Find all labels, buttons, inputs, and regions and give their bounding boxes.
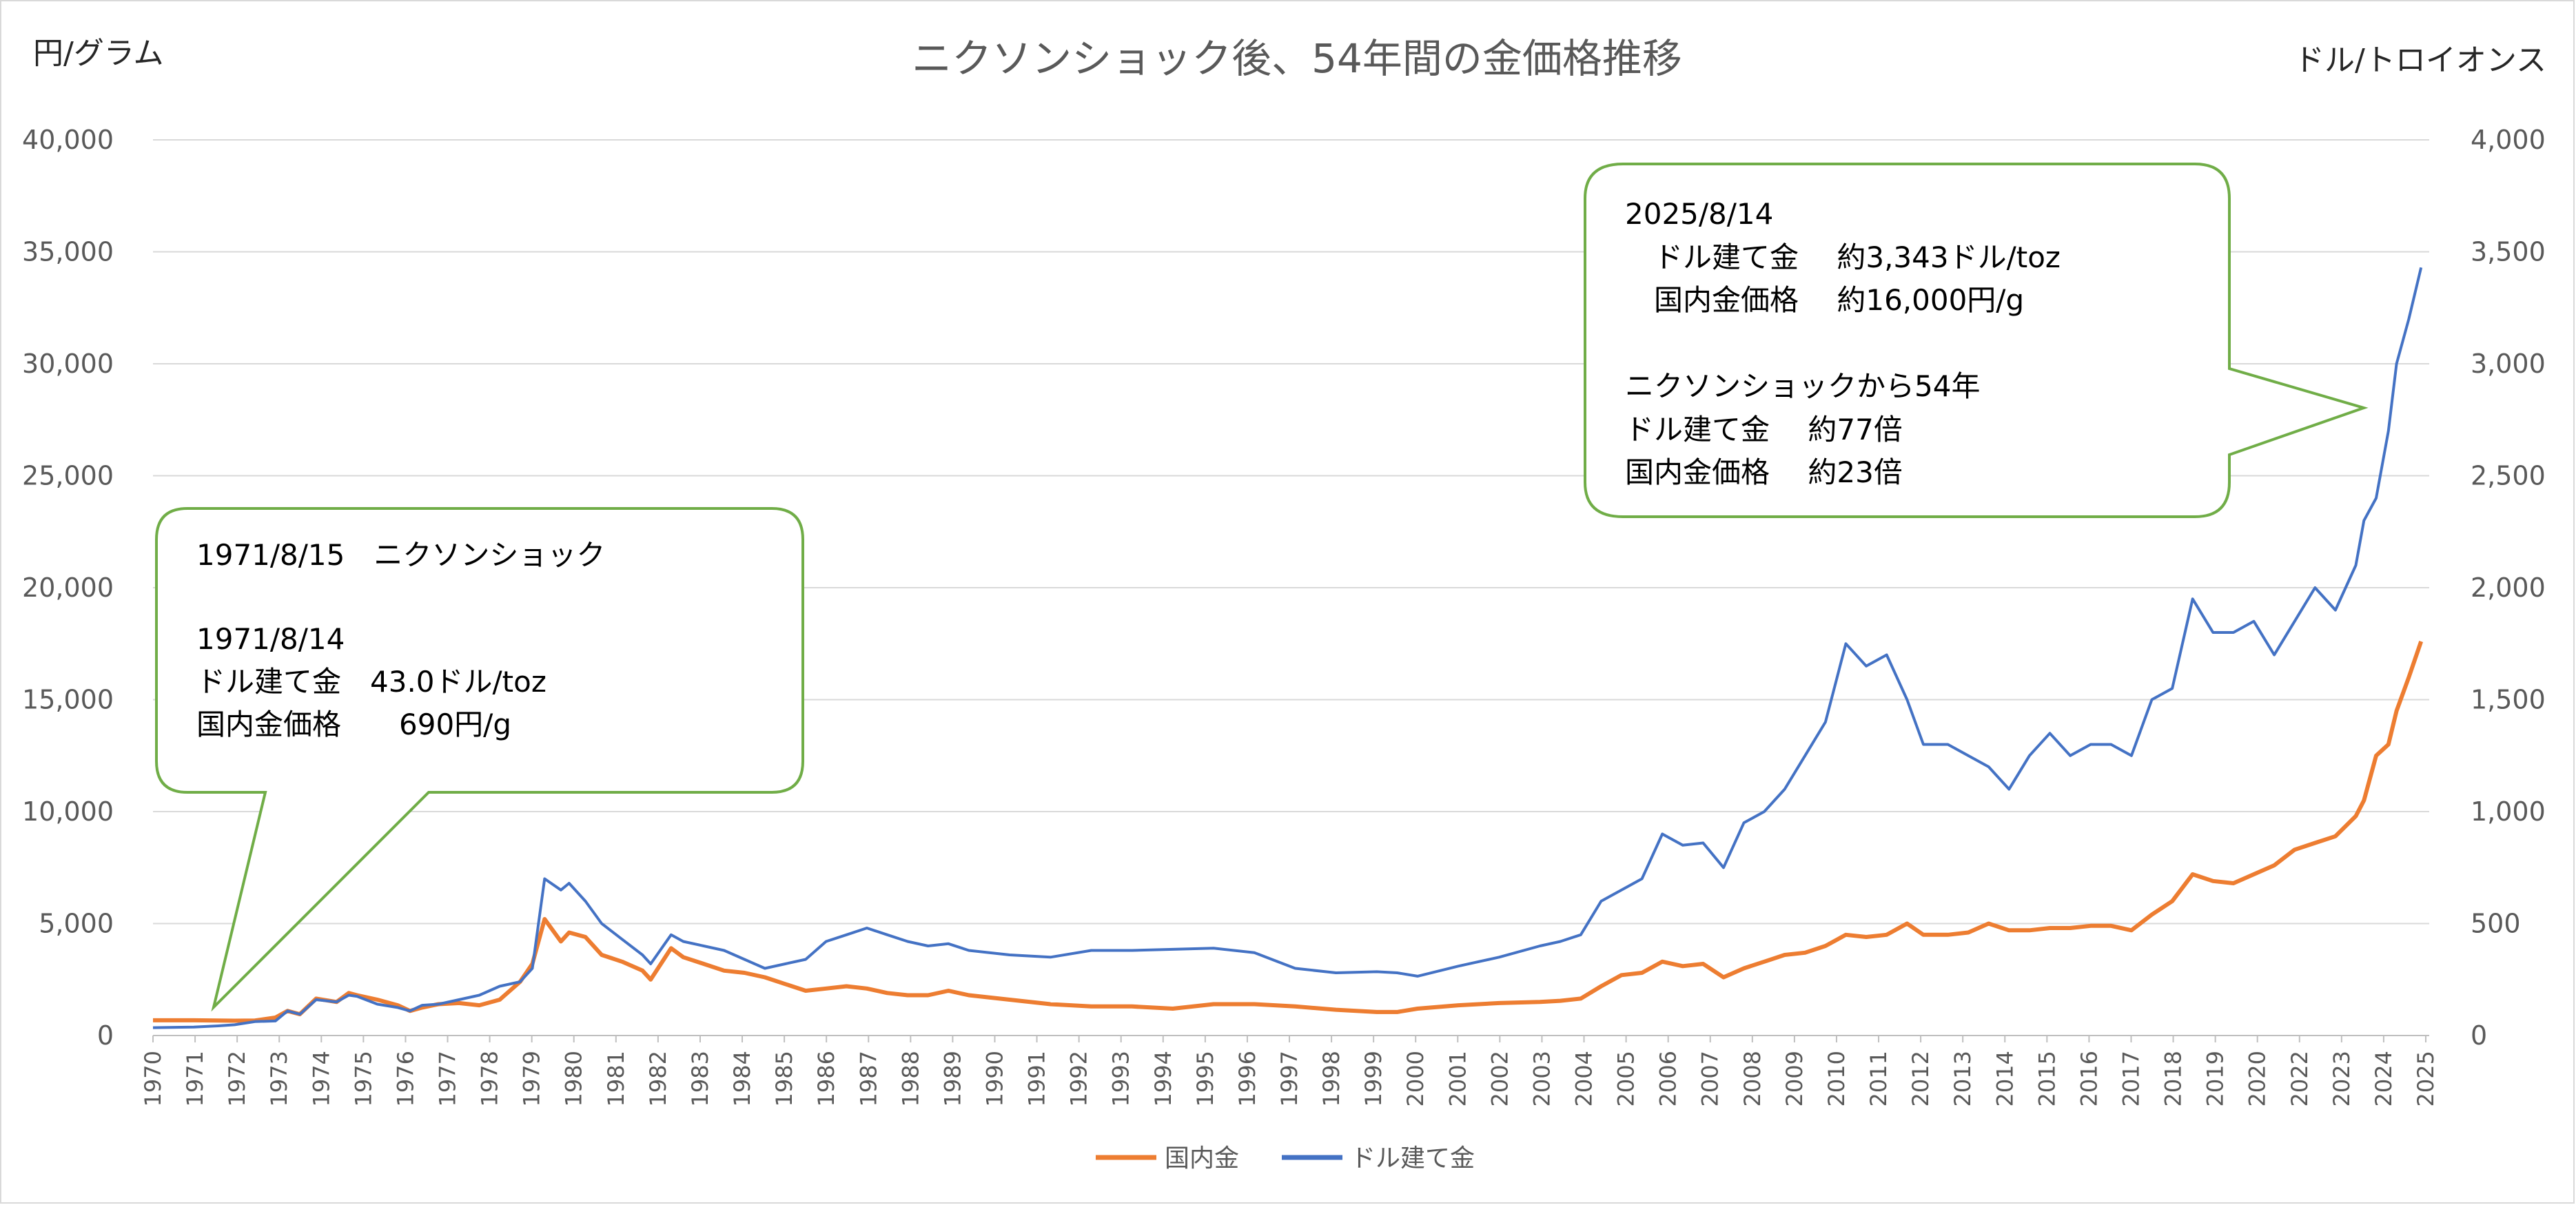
- x-tick-label: 1991: [1024, 1051, 1050, 1106]
- x-tick-label: 1981: [603, 1051, 629, 1106]
- x-tick-label: 1985: [771, 1051, 797, 1106]
- left-axis-unit-label: 円/グラム: [33, 36, 164, 71]
- x-tick-label: 1976: [392, 1051, 418, 1106]
- legend-label-domestic: 国内金: [1165, 1144, 1239, 1173]
- x-tick-label: 2020: [2245, 1051, 2271, 1106]
- x-tick-label: 2018: [2160, 1051, 2187, 1106]
- x-tick-label: 1997: [1276, 1051, 1302, 1106]
- x-tick-label: 1990: [981, 1051, 1008, 1106]
- x-tick-label: 1994: [1150, 1051, 1176, 1106]
- callout-left-line-1: 1971/8/15 ニクソンショック: [196, 538, 605, 572]
- x-tick-label: 1998: [1318, 1051, 1345, 1106]
- x-tick-label: 2000: [1402, 1051, 1429, 1106]
- x-tick-label: 2015: [2034, 1051, 2060, 1106]
- x-tick-label: 1987: [855, 1051, 881, 1106]
- x-tick-label: 2025: [2413, 1051, 2439, 1106]
- x-tick-label: 2023: [2329, 1051, 2355, 1106]
- callout-left-line-5: 国内金価格 690円/g: [196, 708, 511, 741]
- series-line-domestic-gold: [153, 641, 2424, 1023]
- y-tick-label-right: 500: [2471, 909, 2521, 939]
- y-tick-label-left: 40,000: [22, 125, 114, 155]
- y-tick-label-right: 0: [2471, 1020, 2487, 1051]
- y-tick-label-right: 3,500: [2471, 237, 2546, 267]
- y-tick-label-left: 35,000: [22, 237, 114, 267]
- callout-right-line-1: 2025/8/14: [1625, 197, 1773, 231]
- x-tick-label: 2017: [2118, 1051, 2144, 1106]
- x-tick-label: 2022: [2287, 1051, 2313, 1106]
- x-tick-label: 1996: [1234, 1051, 1260, 1106]
- chart-title: ニクソンショック後、54年間の金価格推移: [912, 35, 1682, 82]
- x-tick-label: 1983: [687, 1051, 713, 1106]
- x-tick-label: 2009: [1781, 1051, 1808, 1106]
- x-tick-label: 1989: [939, 1051, 965, 1106]
- callout-right-line-7: 国内金価格 約23倍: [1625, 455, 1903, 489]
- x-tick-label: 2006: [1655, 1051, 1681, 1106]
- y-tick-label-right: 1,000: [2471, 796, 2546, 827]
- x-tick-label: 2002: [1486, 1051, 1513, 1106]
- right-axis-unit-label: ドル/トロイオンス: [2294, 43, 2546, 78]
- x-tick-label: 1992: [1066, 1051, 1092, 1106]
- callout-right-line-2: ドル建て金 約3,343ドル/toz: [1625, 240, 2061, 274]
- y-tick-label-left: 20,000: [22, 573, 114, 603]
- callout-left-line-3: 1971/8/14: [196, 622, 345, 656]
- nixon-shock-callout: 1971/8/15 ニクソンショック 1971/8/14 ドル建て金 43.0ド…: [155, 507, 804, 1012]
- x-tick-label: 1977: [435, 1051, 461, 1106]
- y-tick-label-left: 15,000: [22, 685, 114, 715]
- left-axis-ticks: 0 5,000 10,000 15,000 20,000 25,000 30,000 35,0…: [22, 125, 114, 1051]
- y-tick-label-left: 10,000: [22, 796, 114, 827]
- callout-right-line-6: ドル建て金 約77倍: [1625, 413, 1903, 446]
- x-tick-label: 1971: [182, 1051, 208, 1106]
- x-tick-label: 1986: [813, 1051, 839, 1106]
- y-tick-label-right: 2,500: [2471, 461, 2546, 491]
- x-tick-label: 2010: [1823, 1051, 1850, 1106]
- x-tick-label: 1993: [1108, 1051, 1134, 1106]
- x-tick-label: 1973: [266, 1051, 292, 1106]
- x-tick-label: 1975: [350, 1051, 376, 1106]
- x-tick-label: 2024: [2371, 1051, 2397, 1106]
- y-tick-label-right: 1,500: [2471, 685, 2546, 715]
- y-tick-label-left: 25,000: [22, 461, 114, 491]
- x-tick-label: 1974: [308, 1051, 334, 1106]
- y-tick-label-left: 5,000: [39, 909, 114, 939]
- right-axis-ticks: 0 500 1,000 1,500 2,000 2,500 3,000 3,500 4,000: [2471, 125, 2546, 1051]
- x-tick-label: 1980: [561, 1051, 587, 1106]
- x-tick-label: 1972: [224, 1051, 250, 1106]
- x-tick-label: 2008: [1739, 1051, 1766, 1106]
- x-tick-label: 2005: [1613, 1051, 1639, 1106]
- x-axis-ticks: 1970 1971 1972 1973 1974 1975 1976 1977 1978 1979…: [140, 1036, 2439, 1106]
- x-tick-label: 2016: [2076, 1051, 2102, 1106]
- x-tick-label: 1995: [1192, 1051, 1218, 1106]
- x-tick-label: 1970: [140, 1051, 166, 1106]
- current-price-callout: 2025/8/14 ドル建て金 約3,343ドル/toz 国内金価格 約16,0…: [1584, 163, 2369, 518]
- x-tick-label: 1978: [477, 1051, 503, 1106]
- x-tick-label: 2001: [1444, 1051, 1471, 1106]
- x-tick-label: 2011: [1865, 1051, 1892, 1106]
- x-tick-label: 2007: [1697, 1051, 1724, 1106]
- y-tick-label-left: 0: [97, 1020, 114, 1051]
- x-tick-label: 2019: [2202, 1051, 2229, 1106]
- y-tick-label-right: 3,000: [2471, 349, 2546, 379]
- x-tick-label: 1984: [729, 1051, 755, 1106]
- x-tick-label: 2012: [1908, 1051, 1934, 1106]
- x-tick-label: 1999: [1360, 1051, 1387, 1106]
- y-tick-label-right: 4,000: [2471, 125, 2546, 155]
- x-tick-label: 1988: [897, 1051, 923, 1106]
- legend-label-dollar: ドル建て金: [1351, 1144, 1475, 1173]
- x-tick-label: 1982: [645, 1051, 671, 1106]
- x-tick-label: 2014: [1992, 1051, 2018, 1106]
- series-lines: [152, 267, 2424, 1029]
- series-line-dollar-gold: [152, 267, 2423, 1029]
- x-tick-label: 2003: [1529, 1051, 1555, 1106]
- y-tick-label-right: 2,000: [2471, 573, 2546, 603]
- callout-right-line-5: ニクソンショックから54年: [1625, 369, 1980, 403]
- x-tick-label: 2013: [1950, 1051, 1976, 1106]
- legend: 国内金 ドル建て金: [1096, 1144, 1475, 1173]
- y-tick-label-left: 30,000: [22, 349, 114, 379]
- x-tick-label: 1979: [519, 1051, 545, 1106]
- x-tick-label: 2004: [1571, 1051, 1597, 1106]
- callout-left-line-4: ドル建て金 43.0ドル/toz: [196, 665, 546, 699]
- callout-right-line-3: 国内金価格 約16,000円/g: [1625, 283, 2024, 317]
